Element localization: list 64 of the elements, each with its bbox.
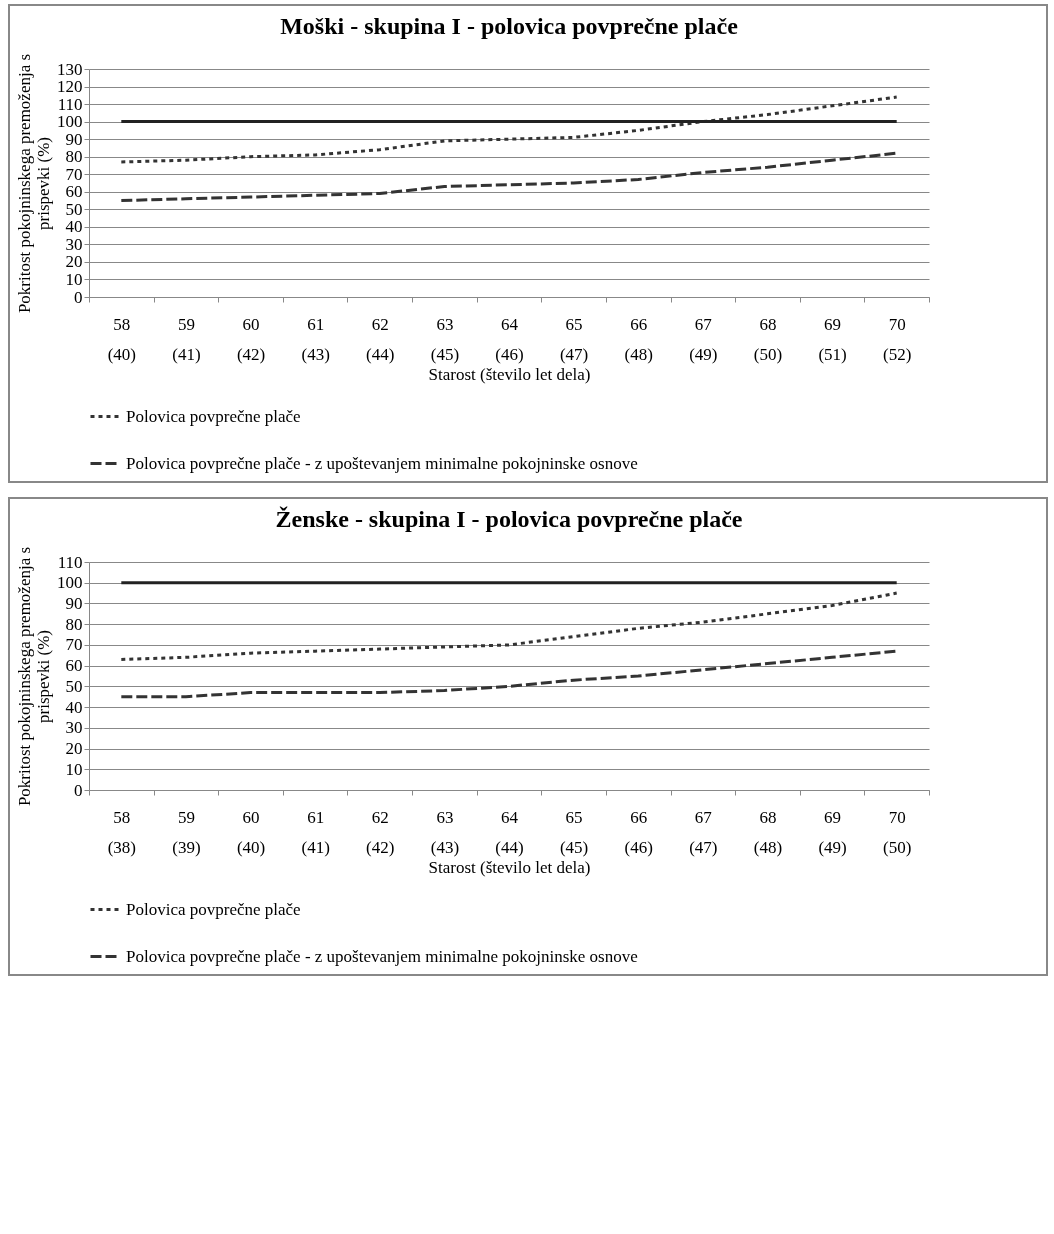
- y-tick-label: 120: [57, 77, 83, 97]
- x-tick-label: 58 (40): [107, 314, 136, 364]
- y-tick-label: 100: [57, 112, 83, 132]
- x-tick-label: 66 (48): [624, 314, 653, 364]
- chart-title: Ženske - skupina I - polovica povprečne plače: [275, 506, 743, 533]
- x-tick-label: 70 (52): [883, 314, 912, 364]
- x-tick-label: 68 (48): [753, 807, 783, 857]
- x-axis-title: Starost (število let dela): [428, 364, 591, 384]
- x-tick-label: 64 (46): [495, 314, 524, 364]
- x-axis-title: Starost (število let dela): [428, 857, 591, 877]
- x-tick-label: 59 (41): [172, 314, 201, 364]
- x-tick-label: 63 (43): [430, 807, 460, 857]
- y-tick-label: 80: [65, 147, 83, 167]
- y-tick-label: 100: [57, 573, 83, 593]
- y-tick-label: 10: [65, 759, 83, 779]
- y-tick-label: 40: [65, 217, 83, 237]
- x-tick-label: 64 (44): [495, 807, 524, 857]
- x-tick-label: 67 (49): [689, 314, 718, 364]
- y-tick-label: 70: [65, 635, 83, 655]
- x-tick-label: 69 (49): [818, 807, 847, 857]
- x-tick-label: 67 (47): [689, 807, 718, 857]
- y-tick-label: 110: [57, 94, 83, 114]
- x-tick-label: 66 (46): [624, 807, 653, 857]
- x-tick-label: 63 (45): [430, 314, 460, 364]
- y-tick-label: 80: [65, 614, 83, 634]
- chart-title: Moški - skupina I - polovica povprečne plače: [280, 13, 739, 40]
- y-tick-label: 50: [65, 199, 83, 219]
- x-tick-label: 60 (42): [236, 314, 266, 364]
- x-tick-label: 61 (43): [301, 314, 330, 364]
- y-tick-label: 60: [65, 182, 83, 202]
- legend-label: Polovica povprečne plače: [126, 899, 301, 919]
- y-tick-label: 20: [65, 739, 83, 759]
- line-series: [119, 591, 899, 661]
- y-tick-label: 30: [65, 718, 83, 738]
- y-tick-label: 0: [74, 780, 83, 800]
- y-tick-label: 90: [65, 129, 83, 149]
- y-tick-label: 130: [57, 59, 83, 79]
- x-tick-label: 59 (39): [172, 807, 201, 857]
- x-tick-label: 69 (51): [818, 314, 847, 364]
- y-tick-label: 90: [65, 593, 83, 613]
- legend-label: Polovica povprečne plače - z upoštevanjem minimalne pokojninske osnove: [126, 453, 638, 473]
- line-series: [119, 95, 899, 164]
- y-tick-label: 10: [65, 269, 83, 289]
- legend-label: Polovica povprečne plače - z upoštevanjem minimalne pokojninske osnove: [126, 946, 638, 966]
- legend-label: Polovica povprečne plače: [126, 406, 301, 426]
- y-tick-label: 60: [65, 656, 83, 676]
- y-tick-label: 0: [74, 287, 83, 307]
- y-tick-label: 110: [57, 552, 83, 572]
- y-tick-label: 70: [65, 164, 83, 184]
- x-tick-label: 62 (44): [366, 314, 395, 364]
- x-tick-label: 60 (40): [236, 807, 266, 857]
- y-tick-label: 50: [65, 676, 83, 696]
- y-axis-title: Pokritost pokojninskega premoženja s prispevki (%): [15, 546, 53, 807]
- x-tick-label: 68 (50): [753, 314, 783, 364]
- y-axis-title: Pokritost pokojninskega premoženja s prispevki (%): [15, 53, 53, 314]
- x-tick-label: 65 (47): [559, 314, 589, 364]
- y-tick-label: 40: [65, 697, 83, 717]
- y-tick-label: 20: [65, 252, 83, 272]
- x-tick-label: 70 (50): [883, 807, 912, 857]
- x-tick-label: 62 (42): [366, 807, 395, 857]
- x-tick-label: 61 (41): [301, 807, 330, 857]
- x-tick-label: 58 (38): [107, 807, 136, 857]
- x-tick-label: 65 (45): [559, 807, 589, 857]
- y-tick-label: 30: [65, 234, 83, 254]
